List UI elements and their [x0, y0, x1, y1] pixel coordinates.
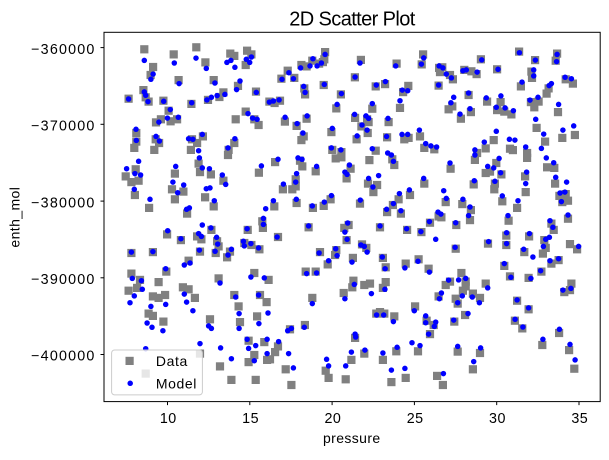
- svg-text:25: 25: [407, 411, 424, 427]
- svg-text:−360000: −360000: [31, 42, 95, 58]
- svg-text:15: 15: [242, 411, 259, 427]
- svg-text:pressure: pressure: [323, 430, 381, 446]
- svg-text:20: 20: [324, 411, 341, 427]
- svg-text:−370000: −370000: [31, 119, 95, 135]
- svg-text:2D Scatter Plot: 2D Scatter Plot: [289, 9, 416, 31]
- svg-text:30: 30: [489, 411, 506, 427]
- svg-text:enth_mol: enth_mol: [7, 187, 23, 248]
- svg-text:Data: Data: [156, 353, 188, 369]
- svg-text:10: 10: [160, 411, 177, 427]
- svg-text:−380000: −380000: [31, 195, 95, 211]
- svg-text:−400000: −400000: [31, 349, 95, 365]
- svg-text:Model: Model: [156, 375, 197, 391]
- svg-text:35: 35: [571, 411, 588, 427]
- svg-text:−390000: −390000: [31, 272, 95, 288]
